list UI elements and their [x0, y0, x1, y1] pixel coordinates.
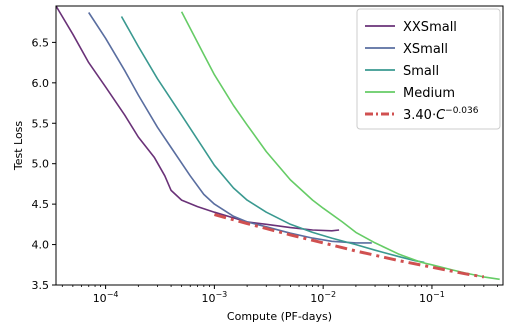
x-axis-label: Compute (PF-days): [227, 310, 332, 323]
legend-label-small: Small: [403, 64, 439, 79]
y-tick-label: 5.5: [32, 117, 50, 130]
series-line-2: [120, 16, 425, 264]
y-axis-label: Test Loss: [12, 121, 25, 172]
series-line-1: [88, 12, 372, 244]
legend-label-xxsmall: XXSmall: [403, 20, 457, 35]
legend-box: [356, 8, 501, 130]
axes-layer: 3.5 4.0 4.5 5.0 5.5 6.0 6.5 10−4 10−3 10−2 10−1 Com…: [12, 5, 504, 323]
y-tick-label: 6.5: [32, 36, 50, 49]
x-tick-label: 10−3: [201, 290, 227, 305]
legend-label-xsmall: XSmall: [403, 42, 448, 57]
y-tick-label: 6.0: [32, 77, 50, 90]
y-tick-label: 4.0: [32, 239, 50, 252]
y-tick-label: 3.5: [32, 279, 50, 292]
legend: XXSmall XSmall Small Medium 3.40⋅C−0.036: [356, 8, 501, 130]
series-line-0: [56, 6, 340, 232]
legend-label-power-law-fit: 3.40⋅C−0.036: [403, 106, 479, 123]
x-tick-label: 10−1: [419, 290, 445, 305]
series-layer: [56, 6, 500, 281]
y-tick-label: 4.5: [32, 198, 50, 211]
legend-label-medium: Medium: [403, 86, 455, 101]
x-tick-label: 10−2: [310, 290, 336, 305]
x-tick-label: 10−4: [93, 290, 119, 305]
y-tick-label: 5.0: [32, 158, 50, 171]
